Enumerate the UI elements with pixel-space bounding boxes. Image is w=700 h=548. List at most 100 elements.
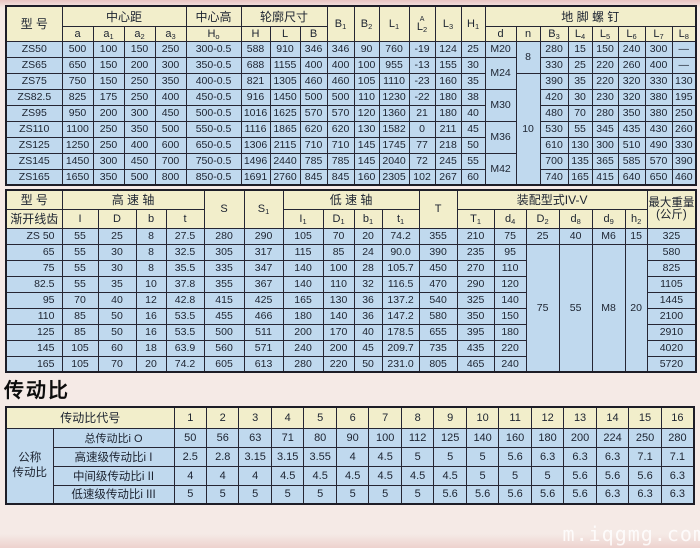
table-cell: 240 [493, 355, 527, 373]
table-cell: 15 [624, 227, 648, 245]
table-cell: 180 [493, 323, 527, 341]
table-cell: 45 [353, 339, 383, 357]
table-cell: 620 [326, 120, 355, 138]
table-cell: 805 [418, 355, 458, 373]
table-cell: 760 [378, 40, 410, 58]
table-cell: 650 [61, 56, 94, 74]
table-cell: 36 [353, 291, 383, 309]
table-cell: 550-0.5 [185, 120, 242, 138]
table-cell: 1250 [61, 136, 94, 154]
table-cell: 160 [434, 72, 462, 90]
header-anchor-bolts: 地 脚 螺 钉 [484, 5, 697, 27]
table-cell: 4.5 [433, 465, 467, 486]
table-row: ZS125 1250 250 400 600 650-0.5 1306 2115 710 710 1… [5, 136, 697, 154]
header-center-distance: 中心距 [61, 5, 187, 27]
table-cell: 390 [418, 243, 458, 261]
table-row: ZS82.5 825 175 250 400 450-0.5 916 1450 500 500 11… [5, 88, 697, 122]
table-cell: M42 [484, 152, 517, 186]
table-cell: 500 [203, 323, 245, 341]
table-cell: 16 [135, 307, 167, 325]
ratio-code-cell: 10 [465, 406, 500, 429]
table-row: ZS95 950 200 300 450 500-0.5 1016 1625 570 570 120… [5, 104, 697, 122]
table-cell: 总传动比i O [52, 427, 175, 448]
table-cell: 4020 [646, 339, 697, 357]
table-cell: 135 [567, 152, 593, 170]
table-cell: 290 [456, 275, 495, 293]
table-cell: 845 [326, 168, 355, 186]
table-cell: -23 [408, 72, 436, 90]
table-cell: 110 [322, 275, 355, 293]
ratio-code-cell: 6 [335, 406, 370, 429]
table-cell: 8 [135, 243, 167, 261]
table-cell: 600 [154, 136, 187, 154]
table-cell: 2100 [646, 307, 697, 325]
table-cell: 750-0.5 [185, 152, 242, 170]
table-cell: 4.5 [368, 465, 402, 486]
l2-superscript: A [419, 15, 425, 23]
table-cell: 250 [154, 40, 187, 58]
table-cell: -13 [408, 56, 436, 74]
header-l3: L3 [434, 5, 462, 42]
header-s: S [203, 189, 245, 229]
table-cell: 700 [539, 152, 569, 170]
table-cell: 785 [326, 152, 355, 170]
header-d1: D1 [322, 208, 355, 229]
table-cell: 250 [92, 136, 125, 154]
table-cell: 5 [433, 446, 467, 467]
table-cell: 155 [434, 56, 462, 74]
table-cell: 6.3 [563, 446, 597, 467]
table-cell: 5 [335, 484, 370, 505]
table-cell: 220 [591, 72, 619, 90]
table-cell: 530 [539, 120, 569, 138]
table-cell: 346 [299, 40, 328, 58]
table-row: 95 70 40 12 42.8 415 425 165 130 36 137.2 540 325 140… [5, 291, 697, 309]
table-cell: 55 [567, 120, 593, 138]
table-cell: ZS95 [5, 104, 63, 122]
table-cell: 6.3 [660, 484, 695, 505]
table-cell: 195 [671, 88, 697, 106]
table-cell: 4 [205, 465, 240, 486]
table-cell: 25 [460, 40, 486, 58]
header-model: 型 号 [5, 5, 63, 42]
table-cell: 430 [644, 120, 673, 138]
table-cell: M30 [484, 88, 517, 122]
table-cell: 580 [646, 243, 697, 261]
table-cell: 16 [135, 323, 167, 341]
table-cell: 825 [61, 88, 94, 106]
table-cell: 2910 [646, 323, 697, 341]
table-cell: 高速级传动比i I [52, 446, 175, 467]
table-cell: 200 [322, 339, 355, 357]
table-row: 公称 传动比 总传动比i O 50 56 63 71 80 90 100 112 125 140 160… [5, 427, 695, 505]
table-cell: 7.1 [628, 446, 662, 467]
header-a: a [61, 25, 94, 42]
table-cell: 5.6 [595, 465, 630, 486]
table-cell: 105 [61, 355, 99, 373]
table-cell: 63.9 [165, 339, 205, 357]
header-b-small: b [135, 208, 167, 229]
table-cell: 2.8 [205, 446, 240, 467]
table-cell: 2760 [269, 168, 301, 186]
ratio-code-cell: 1 [173, 406, 208, 429]
table-cell: 1745 [378, 136, 410, 154]
table-row: ZS 50 55 25 8 27.5 280 290 105 70 20 74.2 355 210 75 2… [5, 227, 697, 245]
table-cell: 267 [434, 168, 462, 186]
table-cell: 4.5 [368, 446, 402, 467]
table-cell: 400 [123, 136, 156, 154]
ratio-section-title: 传动比 [4, 380, 70, 402]
table-cell: 低速级传动比i III [52, 484, 175, 505]
table-cell: 1360 [378, 104, 410, 122]
ratio-code-cell: 2 [205, 406, 240, 429]
table-cell: 5 [465, 465, 500, 486]
header-i1: I1 [282, 208, 324, 229]
table-cell: 1230 [378, 88, 410, 106]
table-cell: 72 [408, 152, 436, 170]
table-cell: 400 [154, 88, 187, 106]
table-cell: 90.0 [381, 243, 420, 261]
table-cell: 6.3 [595, 484, 630, 505]
table-cell: 5.6 [465, 484, 500, 505]
table-cell: 320 [617, 72, 646, 90]
table-cell: 1625 [269, 104, 301, 122]
table-cell: 21 [408, 104, 436, 122]
table-cell: 335 [203, 259, 245, 277]
table-cell: 480 [539, 104, 569, 122]
